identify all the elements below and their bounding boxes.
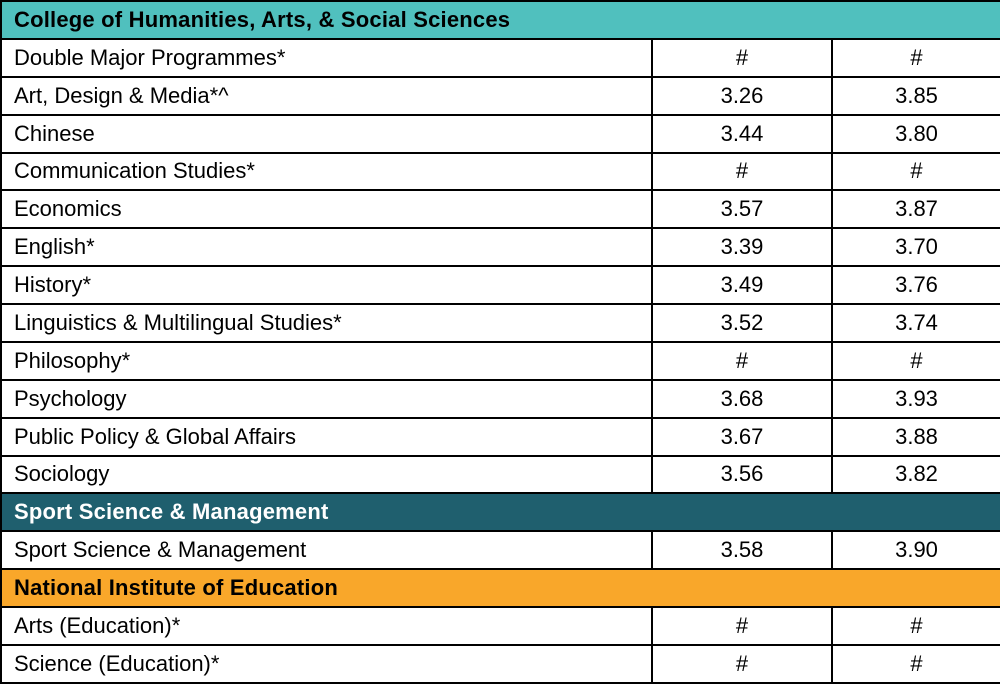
value-cell: 3.80 [830, 113, 1000, 154]
value-cell: # [651, 37, 833, 78]
value-cell: 3.76 [830, 265, 1000, 305]
value-cell: 3.87 [830, 189, 1000, 230]
programme-cell: Science (Education)* [0, 643, 653, 684]
table-row: Communication Studies* # # [0, 151, 1000, 192]
programme-cell: Sport Science & Management [0, 530, 653, 571]
programme-cell: Public Policy & Global Affairs [0, 416, 653, 457]
value-cell: 3.52 [651, 303, 833, 343]
value-cell: 3.88 [830, 416, 1000, 457]
value-cell: # [830, 643, 1000, 684]
section-header-row: National Institute of Education [0, 568, 1000, 608]
programme-cell: Arts (Education)* [0, 606, 653, 646]
value-cell: 3.93 [830, 378, 1000, 419]
value-cell: 3.82 [830, 454, 1000, 495]
table-row: Economics 3.57 3.87 [0, 189, 1000, 230]
table-row: Psychology 3.68 3.93 [0, 378, 1000, 419]
section-title: College of Humanities, Arts, & Social Sc… [0, 0, 1000, 40]
value-cell: # [830, 37, 1000, 78]
programme-cell: History* [0, 265, 653, 305]
value-cell: 3.57 [651, 189, 833, 230]
table-row: Double Major Programmes* # # [0, 37, 1000, 78]
value-cell: # [651, 606, 833, 646]
table-row: English* 3.39 3.70 [0, 227, 1000, 268]
table-row: Chinese 3.44 3.80 [0, 113, 1000, 154]
programme-cell: Philosophy* [0, 340, 653, 381]
section-header-row: College of Humanities, Arts, & Social Sc… [0, 0, 1000, 40]
programme-cell: Communication Studies* [0, 151, 653, 192]
table-row: Philosophy* # # [0, 340, 1000, 381]
programme-cell: Psychology [0, 378, 653, 419]
programme-cell: Double Major Programmes* [0, 37, 653, 78]
table-row: History* 3.49 3.76 [0, 265, 1000, 305]
section-header-row: Sport Science & Management [0, 492, 1000, 533]
section-title: Sport Science & Management [0, 492, 1000, 533]
value-cell: # [651, 340, 833, 381]
programme-cell: English* [0, 227, 653, 268]
table-row: Sport Science & Management 3.58 3.90 [0, 530, 1000, 571]
value-cell: 3.67 [651, 416, 833, 457]
programme-cell: Linguistics & Multilingual Studies* [0, 303, 653, 343]
table-row: Art, Design & Media*^ 3.26 3.85 [0, 75, 1000, 116]
programme-cell: Art, Design & Media*^ [0, 75, 653, 116]
value-cell: 3.56 [651, 454, 833, 495]
value-cell: # [830, 340, 1000, 381]
value-cell: 3.70 [830, 227, 1000, 268]
table-row: Sociology 3.56 3.82 [0, 454, 1000, 495]
value-cell: 3.58 [651, 530, 833, 571]
table-row: Science (Education)* # # [0, 643, 1000, 684]
programme-cell: Chinese [0, 113, 653, 154]
table-row: Linguistics & Multilingual Studies* 3.52… [0, 303, 1000, 343]
value-cell: 3.49 [651, 265, 833, 305]
table-row: Arts (Education)* # # [0, 606, 1000, 646]
value-cell: 3.68 [651, 378, 833, 419]
value-cell: 3.44 [651, 113, 833, 154]
value-cell: 3.26 [651, 75, 833, 116]
programme-cell: Sociology [0, 454, 653, 495]
value-cell: 3.74 [830, 303, 1000, 343]
value-cell: # [830, 151, 1000, 192]
table-row: Public Policy & Global Affairs 3.67 3.88 [0, 416, 1000, 457]
value-cell: # [651, 151, 833, 192]
programme-cell: Economics [0, 189, 653, 230]
value-cell: 3.39 [651, 227, 833, 268]
value-cell: 3.90 [830, 530, 1000, 571]
value-cell: # [651, 643, 833, 684]
value-cell: 3.85 [830, 75, 1000, 116]
value-cell: # [830, 606, 1000, 646]
section-title: National Institute of Education [0, 568, 1000, 608]
